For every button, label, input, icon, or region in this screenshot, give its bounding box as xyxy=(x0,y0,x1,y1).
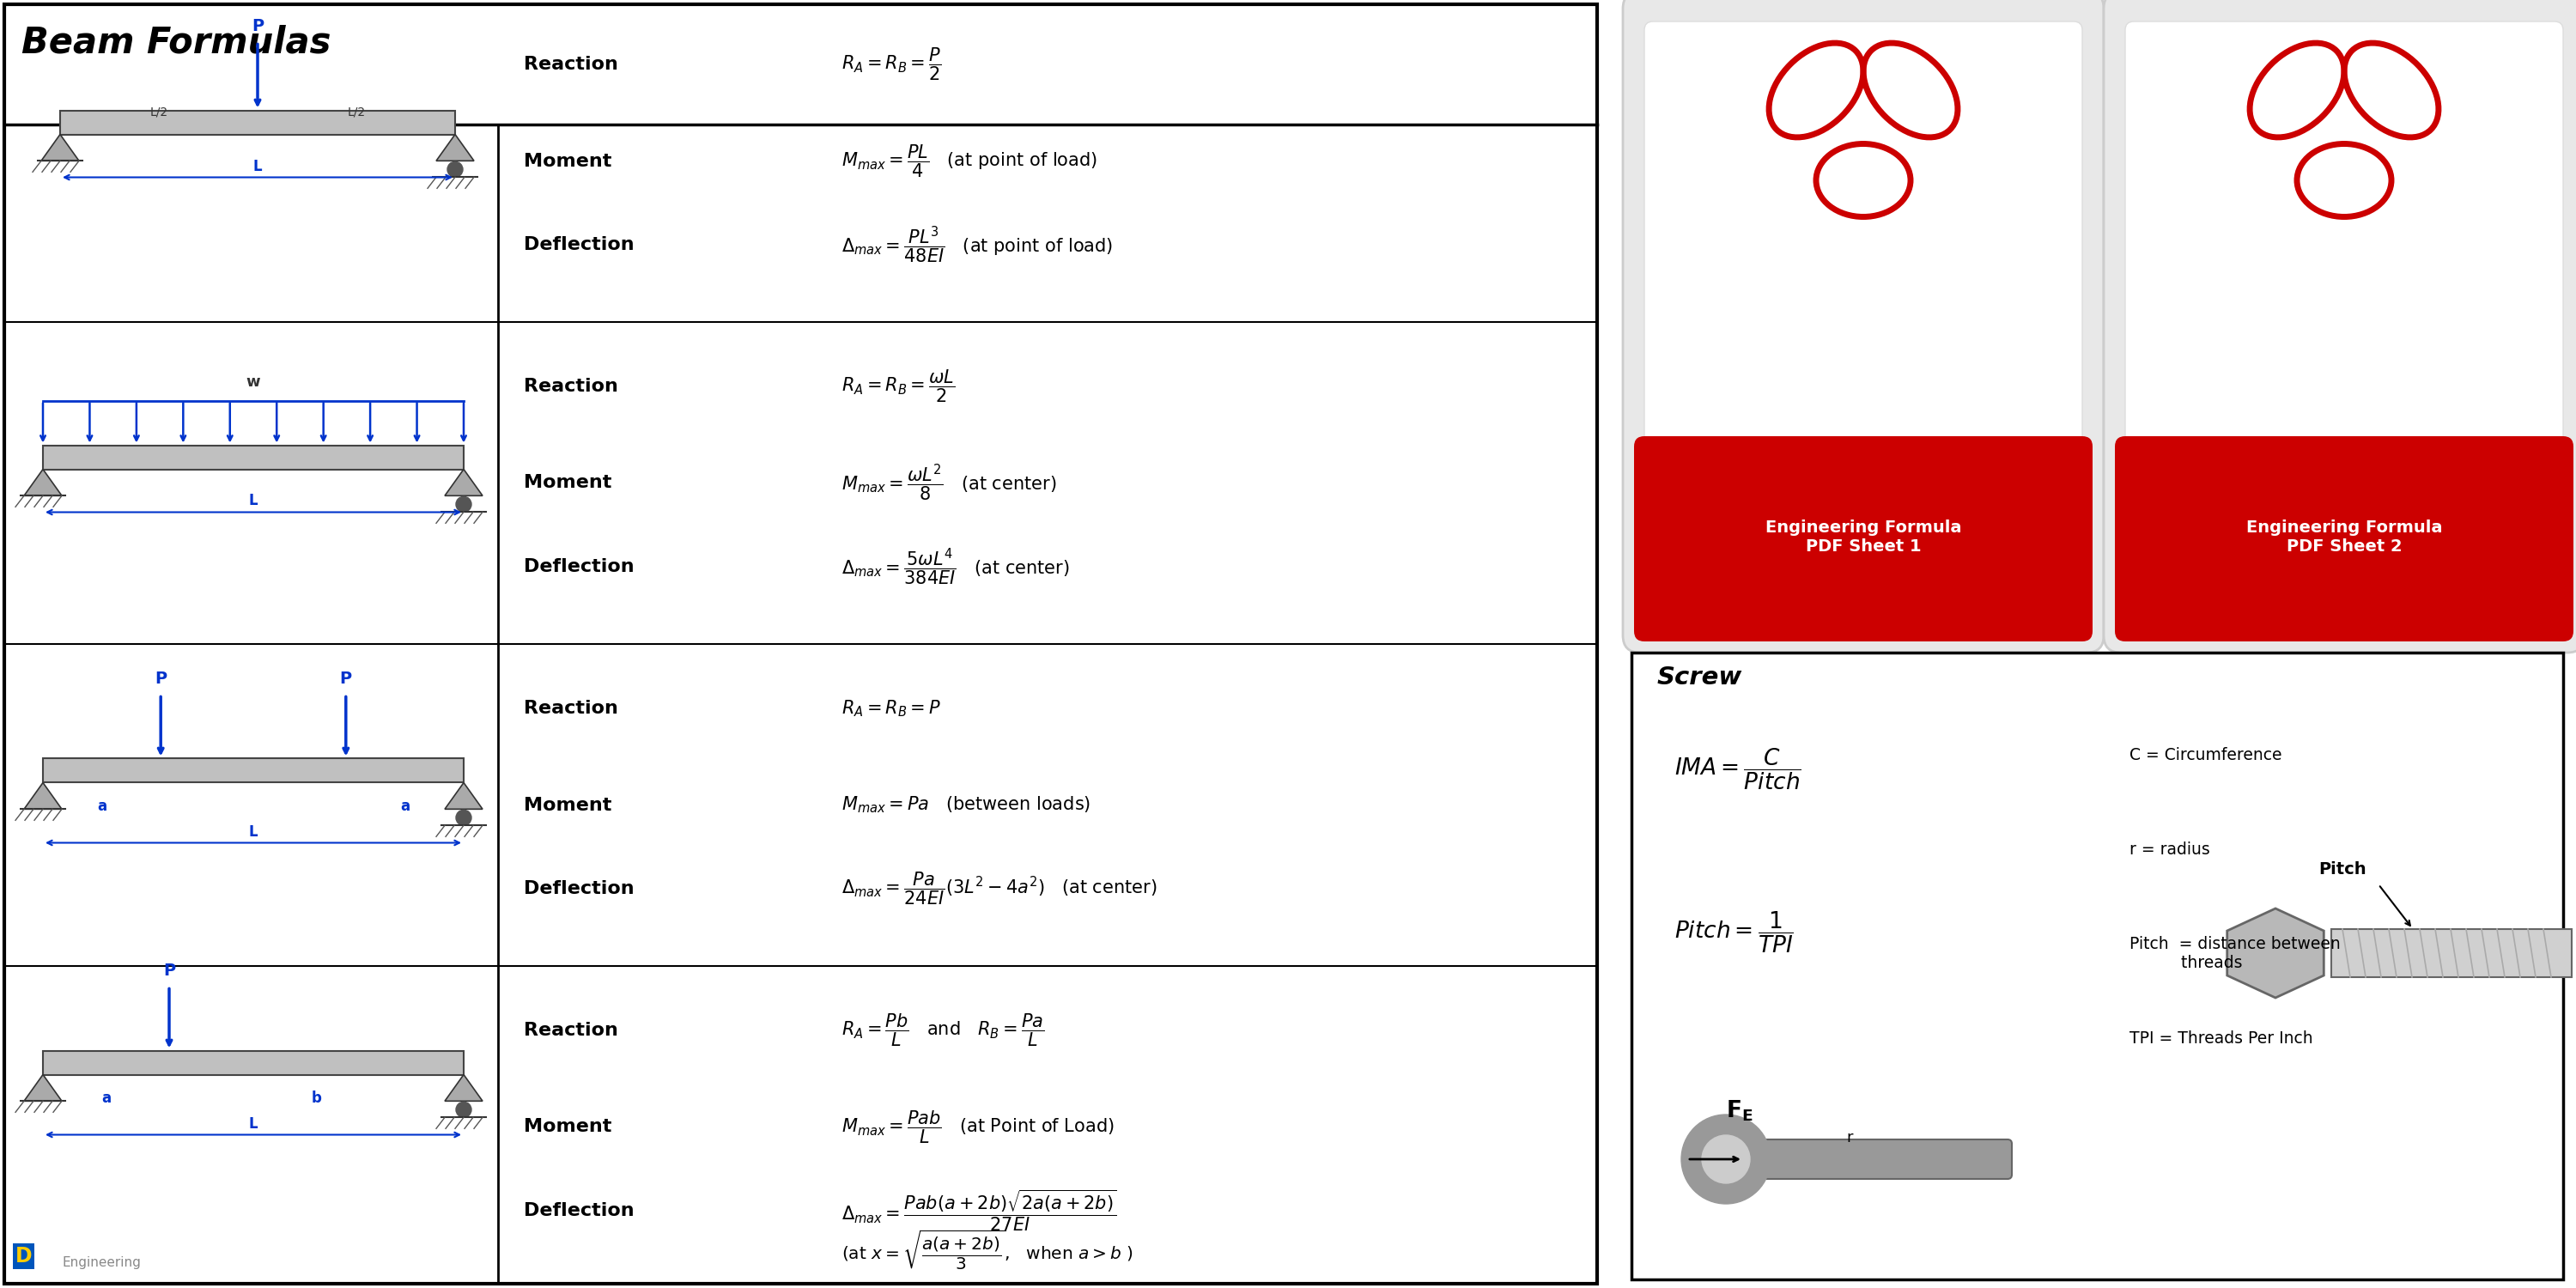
Text: $R_A = \dfrac{Pb}{L}$   and   $R_B = \dfrac{Pa}{L}$: $R_A = \dfrac{Pb}{L}$ and $R_B = \dfrac{… xyxy=(842,1012,1043,1048)
Text: $\Delta_{max} = \dfrac{5\omega L^4}{384EI}$   (at center): $\Delta_{max} = \dfrac{5\omega L^4}{384E… xyxy=(842,546,1069,587)
Text: r: r xyxy=(1847,1130,1852,1145)
Text: P: P xyxy=(155,670,167,687)
Text: Deflection: Deflection xyxy=(523,558,634,576)
Polygon shape xyxy=(435,134,474,161)
Polygon shape xyxy=(41,134,80,161)
Text: b: b xyxy=(312,1090,322,1105)
Text: $\Delta_{max} = \dfrac{PL^3}{48EI}$   (at point of load): $\Delta_{max} = \dfrac{PL^3}{48EI}$ (at … xyxy=(842,224,1113,265)
Text: Engineering Formula
PDF Sheet 2: Engineering Formula PDF Sheet 2 xyxy=(2246,519,2442,554)
Text: Moment: Moment xyxy=(523,152,611,170)
FancyBboxPatch shape xyxy=(1631,653,2563,1279)
Polygon shape xyxy=(23,1074,62,1101)
Text: P: P xyxy=(162,962,175,979)
Text: Deflection: Deflection xyxy=(523,236,634,254)
Text: L: L xyxy=(252,158,263,174)
Text: $\Delta_{max} = \dfrac{Pab(a+2b)\sqrt{2a(a+2b)}}{27EI}$: $\Delta_{max} = \dfrac{Pab(a+2b)\sqrt{2a… xyxy=(842,1188,1118,1234)
FancyBboxPatch shape xyxy=(2115,437,2573,641)
Text: $M_{max} = \dfrac{\omega L^2}{8}$   (at center): $M_{max} = \dfrac{\omega L^2}{8}$ (at ce… xyxy=(842,462,1056,504)
Text: Screw: Screw xyxy=(1656,666,1741,689)
Text: $\Delta_{max} = \dfrac{Pa}{24EI}(3L^2 - 4a^2)$   (at center): $\Delta_{max} = \dfrac{Pa}{24EI}(3L^2 - … xyxy=(842,871,1157,907)
Text: Moment: Moment xyxy=(523,1118,611,1136)
Text: Engineering: Engineering xyxy=(62,1256,142,1269)
Text: TPI = Threads Per Inch: TPI = Threads Per Inch xyxy=(2130,1030,2313,1047)
Text: Reaction: Reaction xyxy=(523,699,618,717)
Text: $R_A = R_B = P$: $R_A = R_B = P$ xyxy=(842,698,940,719)
Text: Reaction: Reaction xyxy=(523,377,618,395)
Circle shape xyxy=(456,810,471,826)
FancyBboxPatch shape xyxy=(2331,929,2571,978)
FancyBboxPatch shape xyxy=(44,446,464,469)
Circle shape xyxy=(1703,1135,1749,1184)
Text: Moment: Moment xyxy=(523,796,611,814)
Text: Engineering Formula
PDF Sheet 1: Engineering Formula PDF Sheet 1 xyxy=(1765,519,1960,554)
Text: r = radius: r = radius xyxy=(2130,841,2210,858)
Circle shape xyxy=(1682,1114,1770,1204)
FancyBboxPatch shape xyxy=(5,4,1597,1284)
Text: P: P xyxy=(340,670,353,687)
Text: $M_{max} = \dfrac{Pab}{L}$   (at Point of Load): $M_{max} = \dfrac{Pab}{L}$ (at Point of … xyxy=(842,1109,1115,1145)
FancyBboxPatch shape xyxy=(1633,437,2092,641)
Polygon shape xyxy=(2228,908,2324,998)
Text: $R_A = R_B = \dfrac{P}{2}$: $R_A = R_B = \dfrac{P}{2}$ xyxy=(842,46,943,82)
Text: Deflection: Deflection xyxy=(523,1202,634,1220)
Text: a: a xyxy=(100,1090,111,1105)
Circle shape xyxy=(456,1103,471,1118)
Text: Reaction: Reaction xyxy=(523,1021,618,1039)
Text: L: L xyxy=(250,1115,258,1131)
Text: Pitch: Pitch xyxy=(2318,862,2367,877)
Text: C = Circumference: C = Circumference xyxy=(2130,747,2282,764)
Polygon shape xyxy=(23,783,62,809)
Text: Pitch  = distance between
          threads: Pitch = distance between threads xyxy=(2130,936,2342,971)
Text: L: L xyxy=(250,824,258,840)
FancyBboxPatch shape xyxy=(1643,22,2081,447)
Text: a: a xyxy=(98,799,106,814)
Text: Moment: Moment xyxy=(523,474,611,492)
Text: Beam Formulas: Beam Formulas xyxy=(21,24,330,61)
FancyBboxPatch shape xyxy=(1623,0,2105,653)
Text: Deflection: Deflection xyxy=(523,880,634,898)
Polygon shape xyxy=(23,469,62,496)
FancyBboxPatch shape xyxy=(1762,1140,2012,1179)
Polygon shape xyxy=(446,783,482,809)
Text: D: D xyxy=(15,1245,33,1266)
Text: Reaction: Reaction xyxy=(523,55,618,73)
FancyBboxPatch shape xyxy=(2105,0,2576,653)
Text: P: P xyxy=(252,18,263,35)
Circle shape xyxy=(448,162,464,178)
Text: (at $x = \sqrt{\dfrac{a(a+2b)}{3}}$,   when $a > b$ ): (at $x = \sqrt{\dfrac{a(a+2b)}{3}}$, whe… xyxy=(842,1229,1133,1273)
FancyBboxPatch shape xyxy=(59,111,456,134)
Text: $\mathbf{F_E}$: $\mathbf{F_E}$ xyxy=(1726,1099,1754,1123)
FancyBboxPatch shape xyxy=(2125,22,2563,447)
Text: $M_{max} = P a$   (between loads): $M_{max} = P a$ (between loads) xyxy=(842,795,1090,815)
Circle shape xyxy=(456,497,471,513)
Text: $R_A = R_B = \dfrac{\omega L}{2}$: $R_A = R_B = \dfrac{\omega L}{2}$ xyxy=(842,368,956,404)
Text: a: a xyxy=(399,799,410,814)
Text: $IMA = \dfrac{C}{Pitch}$: $IMA = \dfrac{C}{Pitch}$ xyxy=(1674,747,1801,792)
Text: $M_{max} = \dfrac{PL}{4}$   (at point of load): $M_{max} = \dfrac{PL}{4}$ (at point of l… xyxy=(842,143,1097,179)
Text: w: w xyxy=(247,375,260,390)
Polygon shape xyxy=(446,469,482,496)
Text: L/2: L/2 xyxy=(149,106,167,118)
Polygon shape xyxy=(446,1074,482,1101)
FancyBboxPatch shape xyxy=(44,759,464,783)
Text: L: L xyxy=(250,493,258,509)
Text: L/2: L/2 xyxy=(348,106,366,118)
Text: $Pitch = \dfrac{1}{TPI}$: $Pitch = \dfrac{1}{TPI}$ xyxy=(1674,911,1793,954)
FancyBboxPatch shape xyxy=(44,1051,464,1074)
